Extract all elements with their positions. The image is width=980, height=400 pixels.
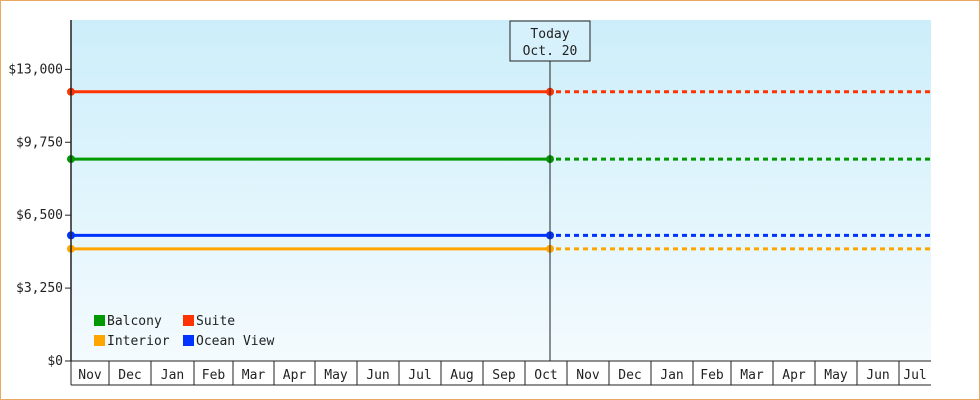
x-tick-label: Feb bbox=[202, 368, 226, 383]
x-tick-label: Jul bbox=[408, 368, 431, 383]
x-tick-label: Jan bbox=[161, 368, 184, 383]
y-tick-label: $9,750 bbox=[16, 135, 63, 150]
today-box bbox=[509, 20, 591, 62]
x-tick-label: Mar bbox=[740, 368, 764, 383]
legend-label: Balcony bbox=[107, 314, 162, 329]
x-tick-label: Nov bbox=[576, 368, 600, 383]
x-tick-label: Feb bbox=[700, 368, 724, 383]
y-tick-label: $3,250 bbox=[16, 281, 63, 296]
x-tick-label: Jun bbox=[866, 368, 889, 383]
x-tick-label: Nov bbox=[78, 368, 102, 383]
x-tick-label: Sep bbox=[492, 368, 516, 383]
x-tick-label: Dec bbox=[618, 368, 641, 383]
legend-label: Interior bbox=[107, 334, 170, 349]
x-tick-label: Jan bbox=[660, 368, 683, 383]
legend-swatch bbox=[183, 315, 194, 326]
y-tick-label: $6,500 bbox=[16, 208, 63, 223]
legend-swatch bbox=[183, 335, 194, 346]
y-tick-label: $13,000 bbox=[8, 62, 63, 77]
x-tick-label: Mar bbox=[242, 368, 266, 383]
y-tick-label: $0 bbox=[47, 354, 63, 369]
x-tick-label: Oct bbox=[534, 368, 557, 383]
x-tick-label: May bbox=[324, 368, 348, 383]
legend-swatch bbox=[94, 335, 105, 346]
x-tick-label: Jun bbox=[366, 368, 389, 383]
legend-label: Ocean View bbox=[196, 334, 274, 349]
x-tick-label: Dec bbox=[118, 368, 141, 383]
x-tick-label: Jul bbox=[903, 368, 926, 383]
x-tick-label: Aug bbox=[450, 368, 473, 383]
x-tick-label: Apr bbox=[283, 368, 307, 383]
x-tick-label: Apr bbox=[782, 368, 806, 383]
legend-label: Suite bbox=[196, 314, 235, 329]
today-date: Oct. 20 bbox=[523, 44, 578, 59]
legend-swatch bbox=[94, 315, 105, 326]
x-tick-label: May bbox=[824, 368, 848, 383]
today-label: Today bbox=[530, 27, 569, 42]
plot-background bbox=[71, 20, 931, 361]
